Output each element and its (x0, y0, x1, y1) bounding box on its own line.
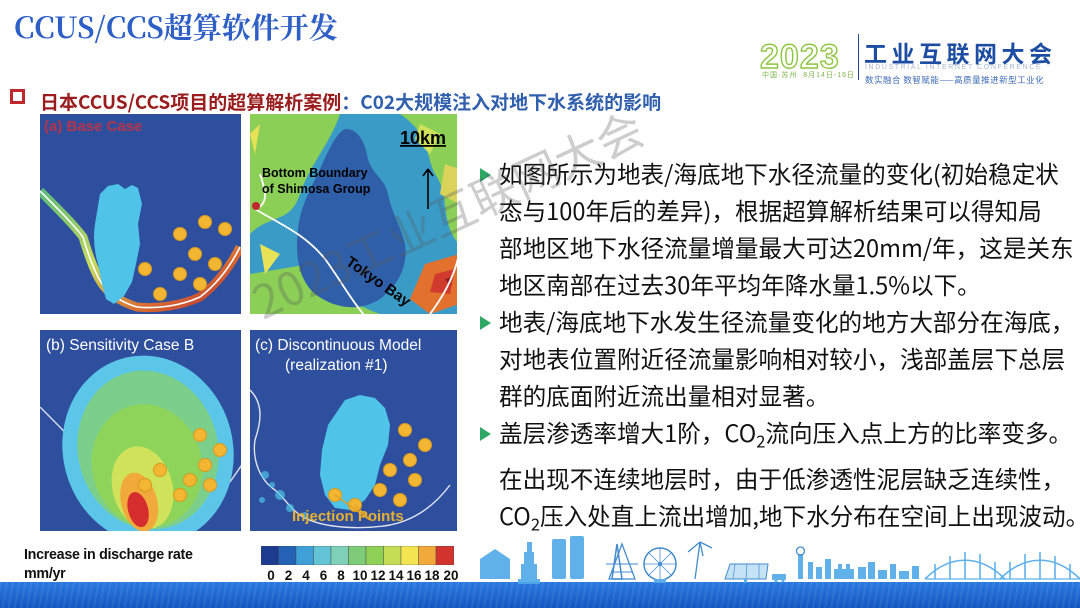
svg-text:(realization #1): (realization #1) (285, 357, 388, 374)
svg-text:(b) Sensitivity Case B: (b) Sensitivity Case B (46, 337, 194, 354)
svg-text:10km: 10km (400, 128, 446, 148)
svg-text:(a) Base Case: (a) Base Case (44, 118, 142, 135)
svg-text:Injection Points: Injection Points (292, 508, 404, 525)
svg-text:Bottom Boundary: Bottom Boundary (262, 166, 368, 180)
svg-text:of Shimosa Group: of Shimosa Group (262, 182, 371, 196)
svg-text:(c) Discontinuous Model: (c) Discontinuous Model (255, 337, 421, 354)
